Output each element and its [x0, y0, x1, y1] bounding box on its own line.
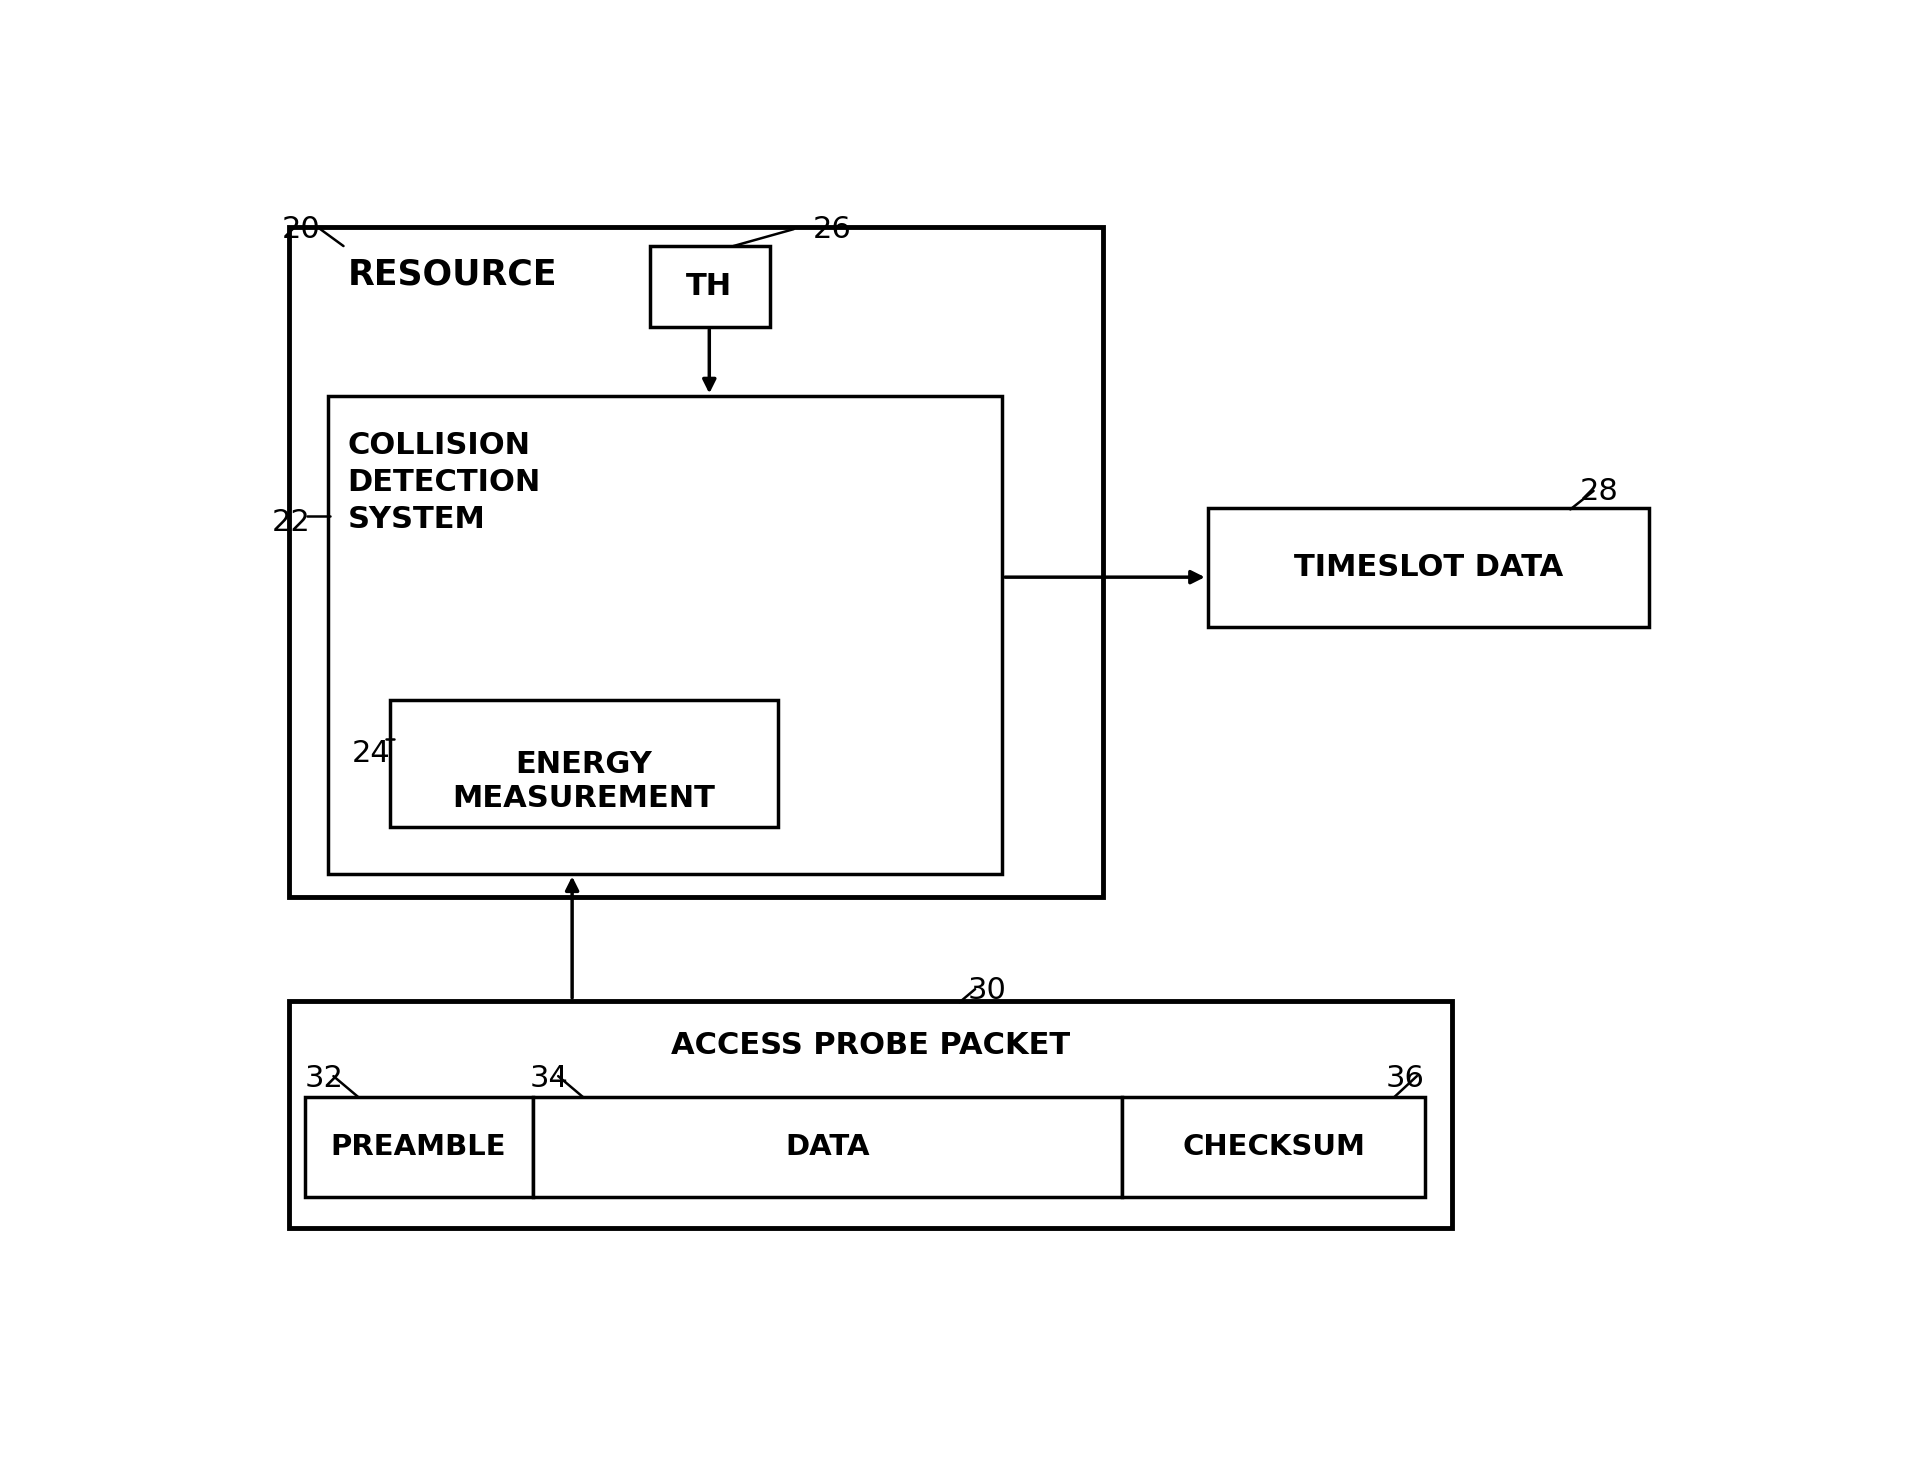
Text: TIMESLOT DATA: TIMESLOT DATA [1294, 554, 1563, 582]
Bar [1208, 508, 1649, 627]
Text: 26: 26 [812, 215, 850, 245]
Text: 36: 36 [1385, 1064, 1426, 1093]
Text: 30: 30 [967, 977, 1007, 1005]
Bar [329, 396, 1001, 873]
Text: 22: 22 [271, 508, 310, 536]
Text: DETECTION: DETECTION [348, 468, 541, 496]
Text: SYSTEM: SYSTEM [348, 505, 485, 535]
Bar [650, 246, 770, 327]
Bar [533, 1097, 1122, 1198]
Bar [304, 1097, 533, 1198]
Bar [289, 227, 1103, 897]
Text: MEASUREMENT: MEASUREMENT [453, 784, 715, 813]
Bar [289, 1000, 1452, 1228]
Text: ACCESS PROBE PACKET: ACCESS PROBE PACKET [671, 1031, 1070, 1061]
Text: DATA: DATA [785, 1133, 870, 1161]
Text: TH: TH [686, 273, 732, 302]
Text: COLLISION: COLLISION [348, 432, 531, 460]
Text: RESOURCE: RESOURCE [348, 258, 556, 292]
Text: 34: 34 [529, 1064, 568, 1093]
Bar [390, 700, 778, 828]
Text: 24: 24 [352, 739, 390, 767]
Text: 28: 28 [1580, 477, 1619, 507]
Text: 20: 20 [281, 215, 321, 245]
Text: PREAMBLE: PREAMBLE [331, 1133, 506, 1161]
Text: 32: 32 [304, 1064, 344, 1093]
Bar [1122, 1097, 1424, 1198]
Text: CHECKSUM: CHECKSUM [1183, 1133, 1364, 1161]
Text: ENERGY: ENERGY [516, 750, 652, 779]
